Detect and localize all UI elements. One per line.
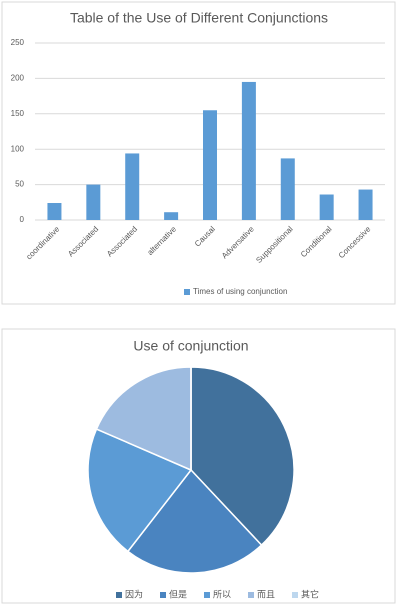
legend-swatch — [184, 289, 190, 295]
legend-label: 而且 — [257, 589, 275, 599]
bar — [164, 212, 179, 220]
bar — [125, 153, 140, 220]
y-tick-label: 0 — [20, 215, 25, 224]
pie-slice — [190, 366, 295, 547]
pie-slice — [95, 366, 192, 472]
y-tick-label: 50 — [15, 180, 24, 189]
y-tick-label: 200 — [11, 74, 25, 83]
legend-label: 但是 — [169, 588, 187, 599]
bar — [319, 194, 334, 220]
chart-title: Use of conjunction — [133, 338, 248, 354]
pie-slice — [126, 468, 263, 574]
bar — [358, 189, 373, 220]
legend-swatch — [292, 592, 298, 598]
bar — [86, 184, 101, 220]
legend-label: 其它 — [301, 588, 319, 599]
bar — [47, 203, 62, 220]
legend-label: 所以 — [213, 589, 231, 599]
legend-swatch — [116, 592, 122, 598]
bar — [280, 158, 295, 220]
y-tick-label: 250 — [11, 38, 25, 47]
legend-swatch — [160, 592, 166, 598]
y-tick-label: 100 — [11, 144, 25, 153]
bar — [203, 110, 217, 220]
legend-swatch — [248, 592, 254, 598]
bar — [241, 81, 256, 220]
legend-label: 因为 — [125, 588, 143, 599]
y-tick-label: 150 — [11, 109, 25, 118]
legend-label: Times of using conjunction — [193, 287, 287, 296]
legend-swatch — [204, 592, 210, 598]
chart-frame — [1, 1, 396, 305]
chart-title: Table of the Use of Different Conjunctio… — [70, 10, 328, 26]
